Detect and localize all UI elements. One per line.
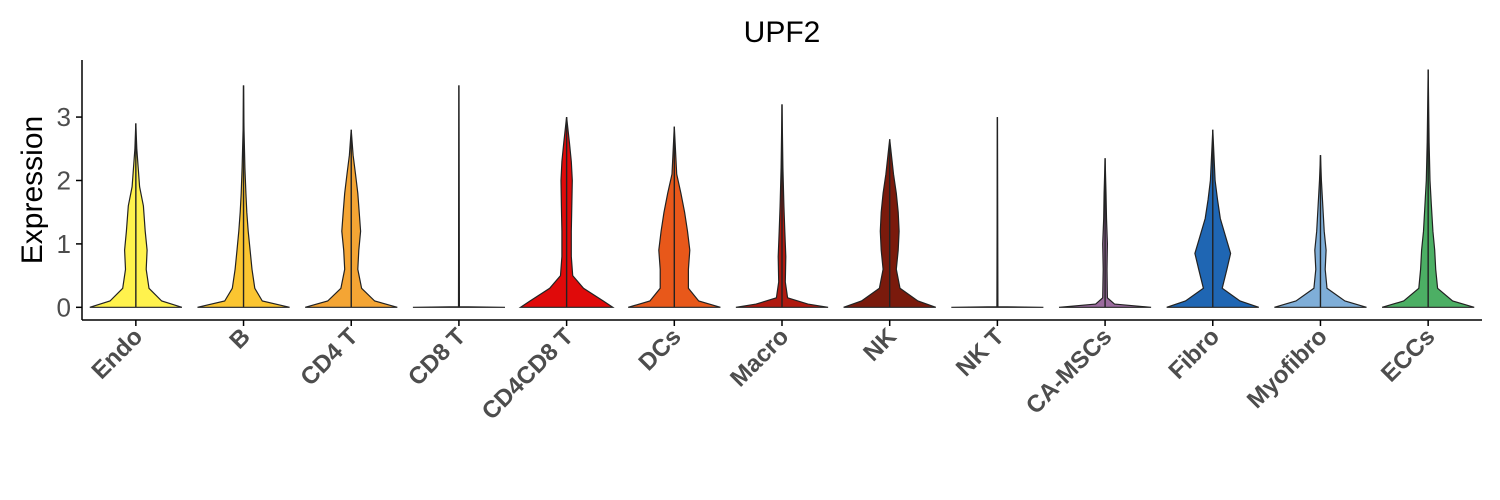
y-tick-label: 1 [57, 229, 71, 259]
violin-layer [89, 69, 1475, 308]
x-tick-label: CA-MSCs [1021, 323, 1117, 419]
x-tick-label: Myofibro [1242, 323, 1333, 414]
x-tick-label: ECCs [1376, 323, 1440, 387]
x-tick-label: NK [858, 323, 902, 367]
y-axis-label: Expression [16, 116, 49, 264]
x-tick-label: CD8 T [403, 323, 471, 391]
x-ticks: Endo B CD4 T CD8 T CD4CD8 T DCs Macro NK NK T CA-… [87, 320, 1440, 425]
x-tick-label: Endo [87, 323, 149, 385]
y-tick-label: 2 [57, 165, 71, 195]
x-tick-label: Fibro [1163, 323, 1225, 385]
x-tick-label: B [224, 323, 255, 354]
x-tick-label: CD4 T [295, 323, 363, 391]
x-tick-label: DCs [634, 323, 687, 376]
x-tick-label: Macro [725, 323, 794, 392]
x-tick-label: CD4CD8 T [477, 323, 579, 425]
y-ticks: 0 1 2 3 [57, 102, 82, 322]
y-tick-label: 0 [57, 292, 71, 322]
chart-title: UPF2 [744, 16, 821, 49]
x-tick-label: NK T [951, 323, 1010, 382]
y-tick-label: 3 [57, 102, 71, 132]
